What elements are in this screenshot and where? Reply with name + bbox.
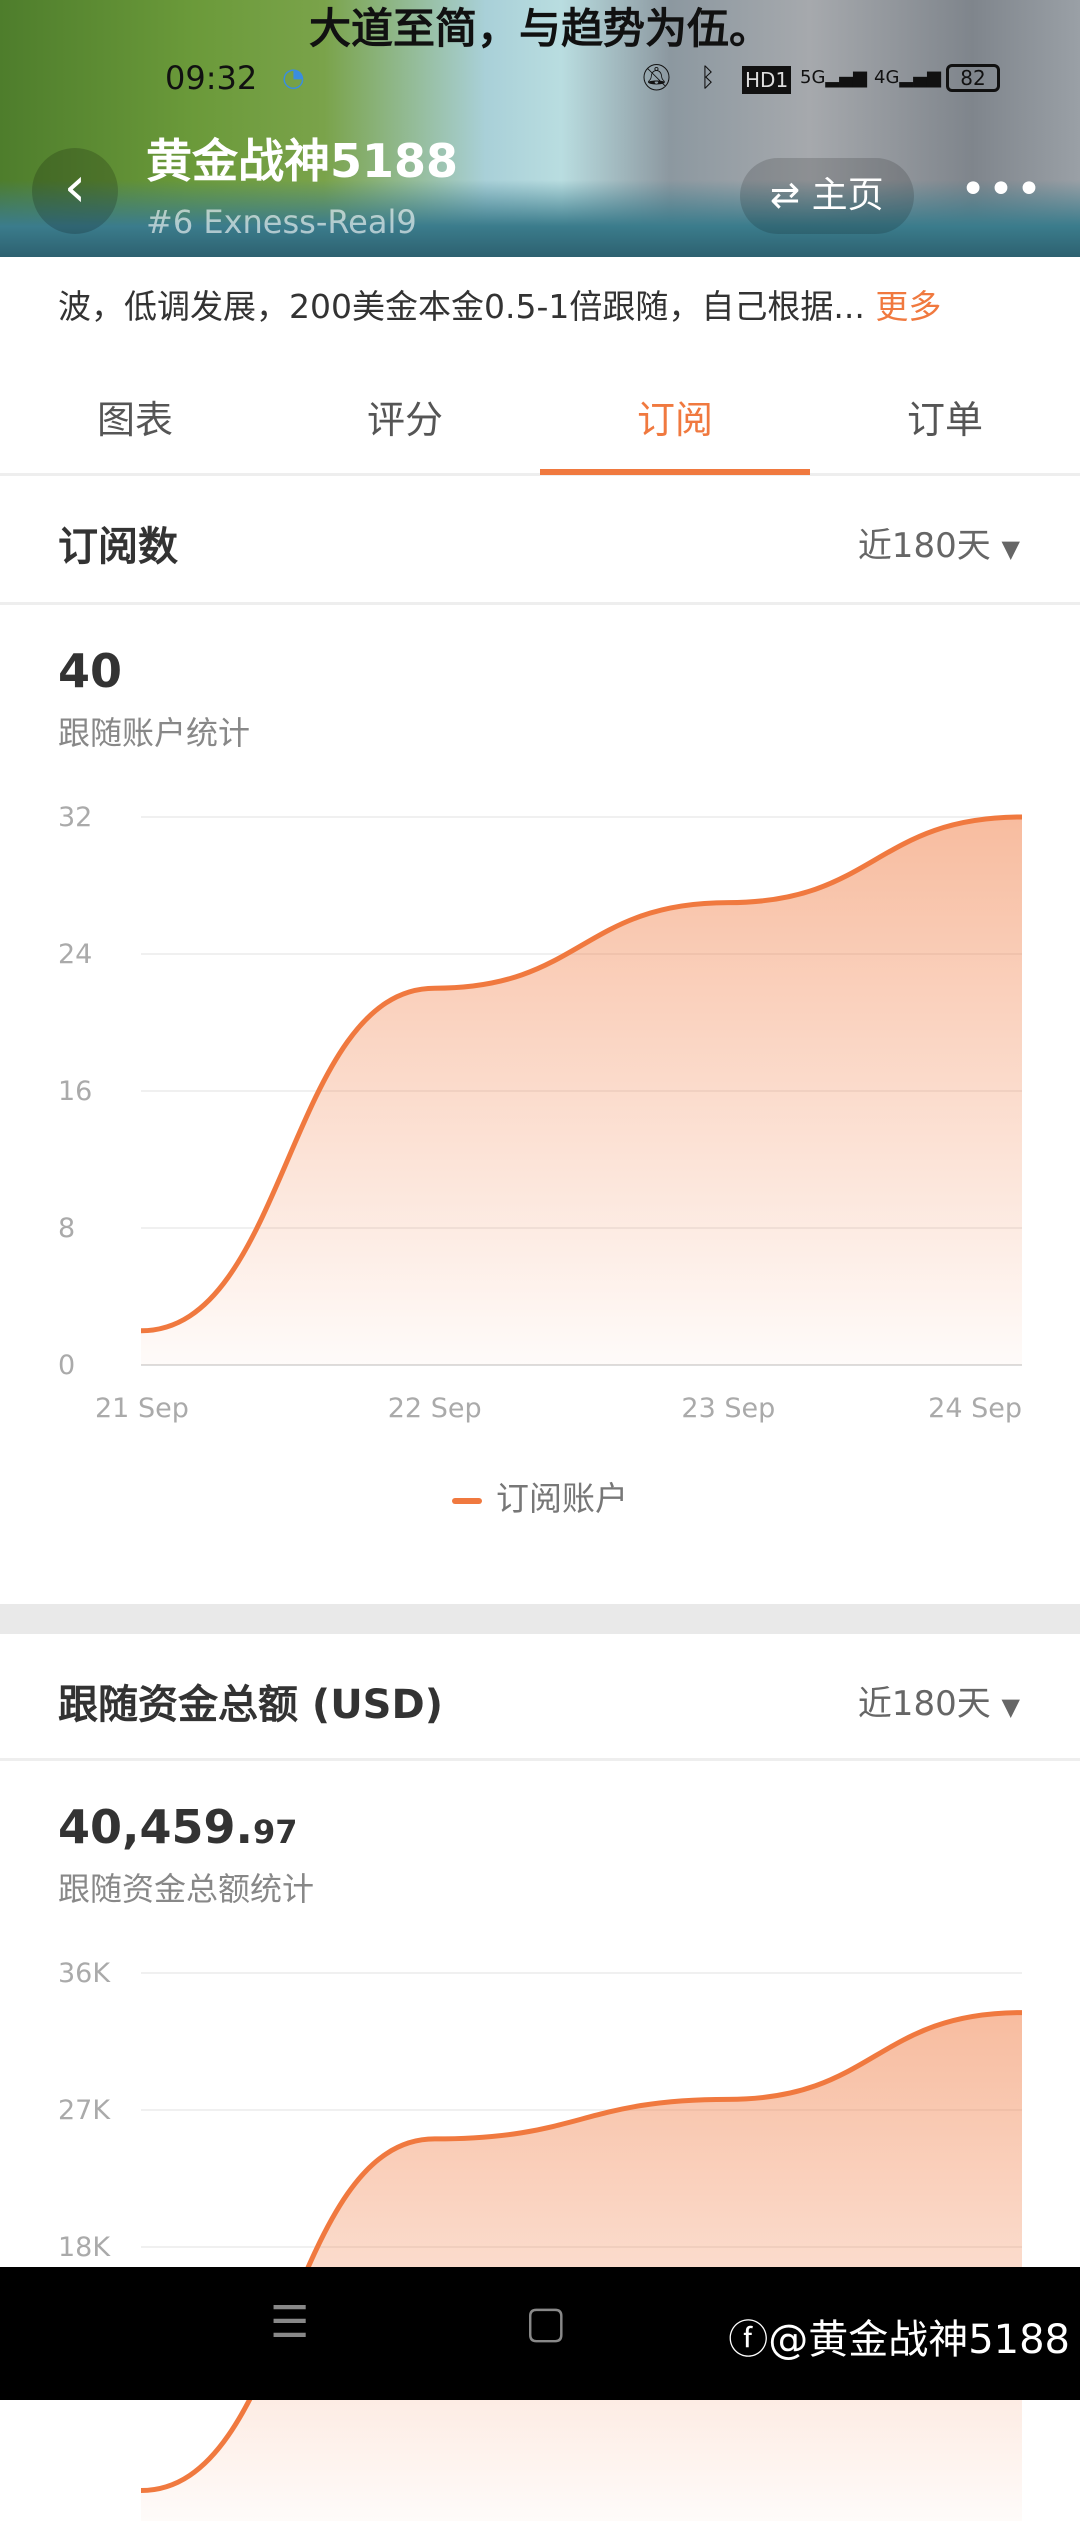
5g-label: 5G [800, 67, 825, 88]
status-time: 09:32 [165, 60, 257, 96]
banner-text: 大道至简，与趋势为伍。 [0, 6, 1080, 52]
subscriber-count: 40 [58, 644, 122, 698]
page-title: 黄金战神5188 [146, 134, 458, 188]
home-label: 主页 [812, 175, 884, 216]
divider [0, 602, 1080, 605]
x-tick-label: 24 Sep [928, 1393, 1022, 1424]
x-tick-label: 22 Sep [388, 1393, 482, 1424]
y-tick-label: 16 [58, 1076, 92, 1107]
hd-icon: HD1 [742, 66, 791, 94]
range-label: 近180天 [858, 1684, 991, 1724]
tab-bar: 图表 评分 订阅 订单 [0, 372, 1080, 476]
caret-down-icon: ▼ [1002, 1693, 1020, 1721]
tab-chart[interactable]: 图表 [0, 372, 270, 473]
4g-label: 4G [874, 67, 899, 88]
facebook-icon: ⓕ [728, 2317, 768, 2363]
follow-amount: 40,459.97 [58, 1800, 298, 1854]
x-tick-label: 21 Sep [95, 1393, 189, 1424]
app-notification-icon: ◔ [282, 64, 305, 92]
home-button[interactable]: ⇄ 主页 [740, 158, 914, 234]
more-link[interactable]: 更多 [875, 287, 941, 326]
account-subtitle: #6 Exness-Real9 [146, 204, 417, 240]
y-tick-label: 18K [58, 2232, 111, 2263]
amount-main: 40,459. [58, 1800, 253, 1854]
mute-icon: 🔕︎ [640, 64, 673, 92]
range-dropdown-2[interactable]: 近180天 ▼ [858, 1676, 1020, 1725]
4g-signal-icon: 4G▂▄▆ [874, 64, 941, 92]
5g-signal-icon: 5G▂▄▆ [800, 64, 867, 92]
tab-subscription[interactable]: 订阅 [540, 372, 810, 473]
menu-icon[interactable]: ☰ [270, 2297, 309, 2348]
chevron-left-icon: ‹ [64, 155, 86, 220]
y-tick-label: 36K [58, 1958, 111, 1989]
amount-chart: 18K 27K 36K [0, 1940, 1080, 2540]
legend-label: 订阅账户 [496, 1479, 628, 1518]
subscription-chart: 0 8 16 24 32 21 Sep 22 Sep 23 Sep 24 Sep [0, 780, 1080, 1440]
range-dropdown[interactable]: 近180天 ▼ [858, 518, 1020, 567]
y-tick-label: 0 [58, 1350, 75, 1381]
y-tick-label: 8 [58, 1213, 75, 1244]
header-banner: 大道至简，与趋势为伍。 09:32 ◔ 🔕︎ ᛒ HD1 5G▂▄▆ 4G▂▄▆… [0, 0, 1080, 257]
section-title-2: 跟随资金总额 (USD) [58, 1672, 443, 1730]
tab-rating[interactable]: 评分 [270, 372, 540, 473]
amount-decimal: 97 [253, 1813, 298, 1851]
count-caption: 跟随账户统计 [58, 708, 250, 754]
description-text: 波，低调发展，200美金本金0.5-1倍跟随，自己根据... [58, 287, 865, 326]
section-title: 订阅数 [58, 514, 178, 572]
system-nav-bar: ☰ ▢ ⓕ@黄金战神5188 [0, 2267, 1080, 2400]
legend-swatch [452, 1498, 482, 1504]
caret-down-icon: ▼ [1002, 535, 1020, 563]
range-label: 近180天 [858, 526, 991, 566]
y-tick-label: 27K [58, 2095, 111, 2126]
home-square-icon[interactable]: ▢ [525, 2297, 567, 2348]
tab-orders[interactable]: 订单 [810, 372, 1080, 473]
battery-icon: 82 [946, 64, 1000, 92]
x-tick-label: 23 Sep [681, 1393, 775, 1424]
y-tick-label: 24 [58, 939, 92, 970]
back-button[interactable]: ‹ [32, 148, 118, 234]
description: 波，低调发展，200美金本金0.5-1倍跟随，自己根据... 更多 [58, 280, 941, 328]
divider [0, 1758, 1080, 1761]
y-tick-label: 32 [58, 802, 92, 833]
more-button[interactable]: ••• [952, 158, 1052, 234]
chart-legend: 订阅账户 [0, 1472, 1080, 1520]
section-separator [0, 1604, 1080, 1634]
bluetooth-icon: ᛒ [700, 64, 716, 92]
swap-icon: ⇄ [770, 175, 812, 216]
amount-caption: 跟随资金总额统计 [58, 1864, 314, 1910]
watermark: ⓕ@黄金战神5188 [728, 2307, 1070, 2365]
watermark-text: @黄金战神5188 [768, 2317, 1070, 2363]
